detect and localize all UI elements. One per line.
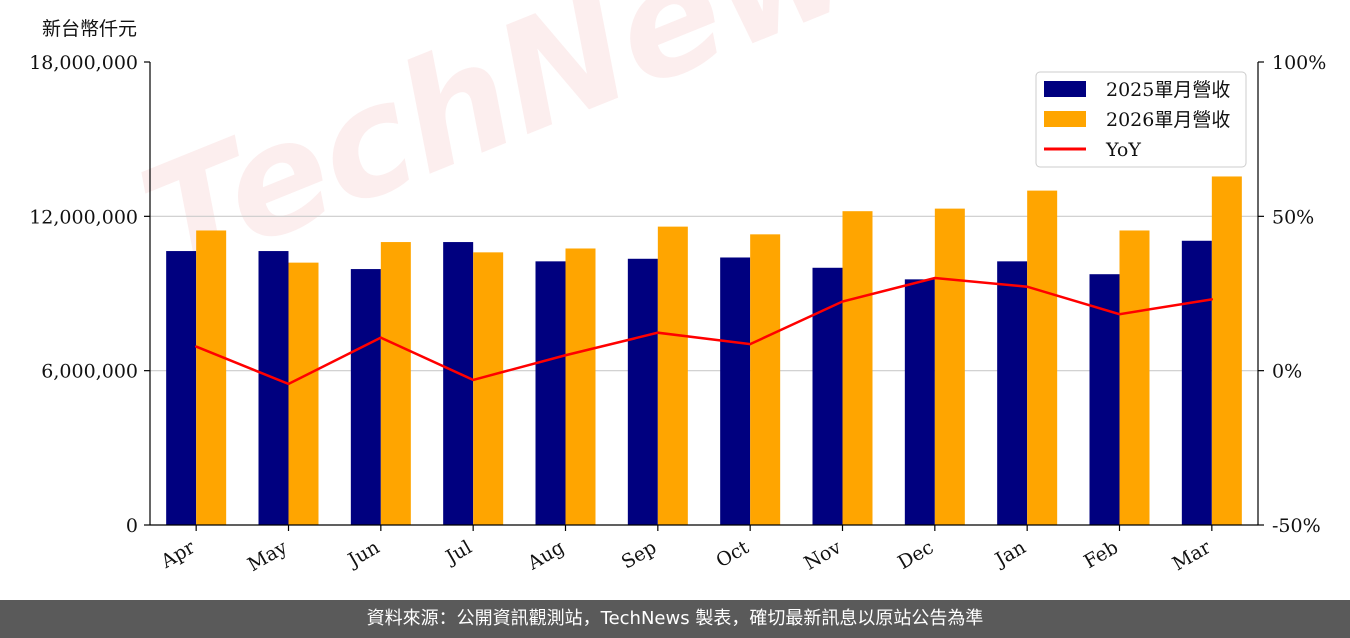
bar-series2 (565, 248, 596, 525)
source-footer: 資料來源：公開資訊觀測站，TechNews 製表，確切最新訊息以原站公告為準 (0, 600, 1350, 638)
chart-plot: 0 6,000,000 12,000,000 18,000,000 -50% 0% 50% 1… (29, 52, 1326, 576)
yoy-point (748, 342, 752, 346)
y-axis-unit-label: 新台幣仟元 (42, 18, 138, 40)
x-tick-label: Dec (894, 536, 937, 574)
bar-series2 (473, 252, 504, 525)
bar-series2 (380, 242, 411, 526)
bar-series2 (1211, 176, 1242, 526)
right-tick-label: -50% (1272, 515, 1321, 537)
x-tick-label: Jan (990, 536, 1030, 572)
yoy-point (656, 331, 660, 334)
x-tick-label: Apr (157, 536, 200, 573)
x-tick-label: Nov (800, 536, 845, 575)
legend-swatch (1044, 81, 1086, 97)
bar-series1 (720, 257, 751, 525)
left-tick-label: 12,000,000 (29, 206, 138, 228)
bar-series1 (1181, 240, 1212, 525)
bar-series2 (842, 211, 873, 525)
bar-series2 (196, 230, 227, 525)
legend-label: YoY (1105, 139, 1141, 161)
right-tick-label: 0% (1272, 361, 1302, 383)
bar-series1 (535, 261, 566, 525)
right-tick-label: 100% (1272, 52, 1326, 74)
legend-swatch (1044, 111, 1086, 127)
x-tick-label: Jul (440, 536, 475, 569)
legend-label: 2025單月營收 (1106, 79, 1230, 101)
bar-series1 (904, 279, 935, 525)
legend-box (1035, 71, 1247, 168)
x-tick-label: Aug (523, 536, 568, 575)
left-tick-label: 18,000,000 (29, 52, 138, 74)
bar-series1 (350, 269, 381, 525)
x-tick-label: Feb (1080, 536, 1122, 573)
x-tick-label: May (244, 536, 291, 576)
x-tick-label: Mar (1169, 536, 1215, 575)
legend-label: 2026單月營收 (1106, 109, 1230, 131)
x-tick-label: Jun (343, 536, 384, 572)
yoy-point (1025, 285, 1029, 288)
bar-series1 (258, 251, 289, 525)
yoy-point (841, 300, 844, 303)
bar-series1 (627, 258, 658, 525)
x-tick-label: Sep (618, 536, 661, 573)
yoy-point (1118, 312, 1121, 316)
bar-series2 (288, 262, 319, 525)
bar-series1 (1089, 274, 1120, 525)
bar-series1 (812, 267, 843, 525)
bar-series2 (657, 226, 688, 525)
bar-series2 (750, 234, 781, 526)
left-tick-label: 0 (126, 515, 138, 537)
yoy-point (379, 336, 383, 339)
bar-series1 (443, 242, 474, 526)
yoy-point (471, 378, 475, 382)
yoy-line (195, 276, 1213, 386)
bar-series2 (934, 208, 965, 525)
x-tick-label: Oct (712, 536, 753, 572)
bar-series2 (1027, 190, 1058, 525)
yoy-point (287, 382, 290, 386)
right-tick-label: 50% (1272, 206, 1314, 228)
yoy-point (564, 354, 567, 357)
bar-series2 (1119, 230, 1150, 525)
yoy-point (1210, 298, 1214, 301)
yoy-point (933, 276, 937, 280)
bar-series1 (166, 251, 197, 525)
yoy-point (194, 345, 198, 348)
bar-series1 (997, 261, 1028, 525)
left-tick-label: 6,000,000 (41, 361, 138, 383)
